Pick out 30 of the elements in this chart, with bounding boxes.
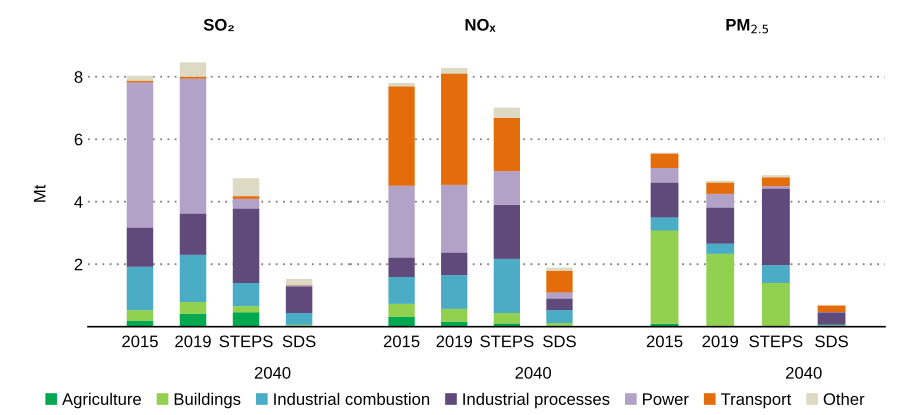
legend-label: Buildings xyxy=(174,392,240,408)
y-axis-title: Mt xyxy=(34,184,46,202)
legend-label: Industrial combustion xyxy=(274,392,430,406)
x-tick-label: 2019 xyxy=(702,335,738,348)
legend-label: Other xyxy=(824,392,864,406)
y-tick-label: 6 xyxy=(74,134,82,146)
legend-label: Power xyxy=(643,393,689,406)
y-tick-label: 8 xyxy=(74,71,82,83)
text: 2040 xyxy=(515,366,552,379)
x-tick-label: 2019 xyxy=(175,335,211,348)
x-tick-label: SDS xyxy=(815,335,848,348)
chart-title: PM$_{2.5}$ xyxy=(726,19,768,34)
legend-label: Agriculture xyxy=(62,392,141,408)
text: 2040 xyxy=(254,366,290,379)
legend-label: Industrial processes xyxy=(463,392,610,408)
x-tick-label: STEPS xyxy=(219,335,273,348)
x-tick-label: 2019 xyxy=(436,335,472,348)
x-tick-label: 2015 xyxy=(384,335,420,348)
chart-title: SO₂ xyxy=(204,18,234,32)
legend-label: Transport xyxy=(720,393,792,408)
x-tick-label: SDS xyxy=(543,335,576,348)
x-tick-label: SDS xyxy=(282,335,316,348)
x-tick-label: 2015 xyxy=(646,335,682,348)
x-tick-label: 2015 xyxy=(122,335,158,348)
x-tick-label: STEPS xyxy=(749,335,802,348)
y-tick-label: 4 xyxy=(74,196,83,208)
chart-title: NOₓ xyxy=(466,18,496,32)
y-tick-label: 2 xyxy=(74,258,82,270)
x-tick-label: STEPS xyxy=(480,335,534,348)
text: 2040 xyxy=(786,366,822,379)
